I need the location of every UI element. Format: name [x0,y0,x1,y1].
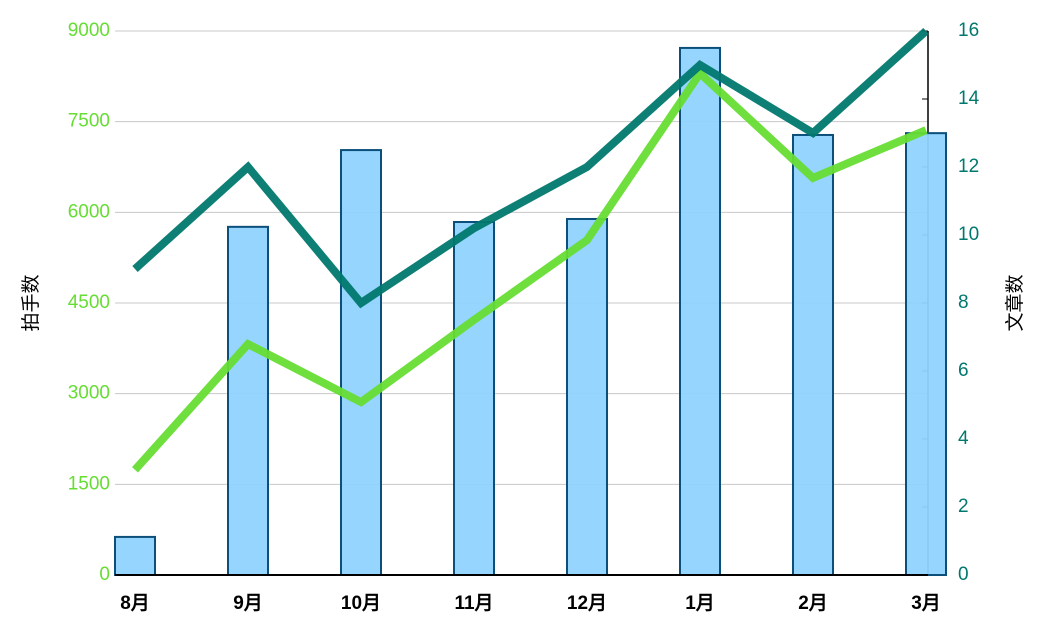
bar [566,217,608,577]
y-tick-label: 1500 [68,473,110,494]
x-tick-label: 3月 [911,593,941,614]
bar [340,149,382,576]
y-tick-label: 0 [99,564,110,585]
line [132,67,928,473]
y2-tick-label: 16 [958,20,979,41]
y2-tick-label: 8 [958,292,969,313]
bar [227,225,269,576]
y2-tick-label: 4 [958,428,969,449]
bar [679,46,721,577]
y2-tick-label: 0 [958,564,969,585]
y2-axis-label: 文章数 [1004,274,1026,331]
line [132,28,929,309]
y2-tick-label: 14 [958,88,980,109]
y-axis-label: 拍手数 [20,274,42,331]
bar [792,133,834,576]
y-tick-label: 6000 [68,201,110,222]
x-tick-label: 12月 [567,593,607,614]
y-tick-label: 3000 [68,383,110,404]
x-tick-label: 1月 [685,593,715,614]
x-tick-label: 10月 [341,593,381,614]
y-tick-label: 9000 [68,20,110,41]
bar [905,132,947,576]
y-tick-label: 7500 [68,111,110,132]
x-tick-label: 9月 [233,593,263,614]
y2-tick-label: 12 [958,156,979,177]
y2-tick-label: 10 [958,224,979,245]
x-tick-label: 11月 [454,593,493,614]
bar [453,221,495,576]
x-tick-label: 2月 [798,593,828,614]
y2-tick-label: 6 [958,360,969,381]
bar [114,535,156,576]
y2-tick-label: 2 [958,496,969,517]
y-tick-label: 4500 [68,292,110,313]
x-tick-label: 8月 [120,593,150,614]
